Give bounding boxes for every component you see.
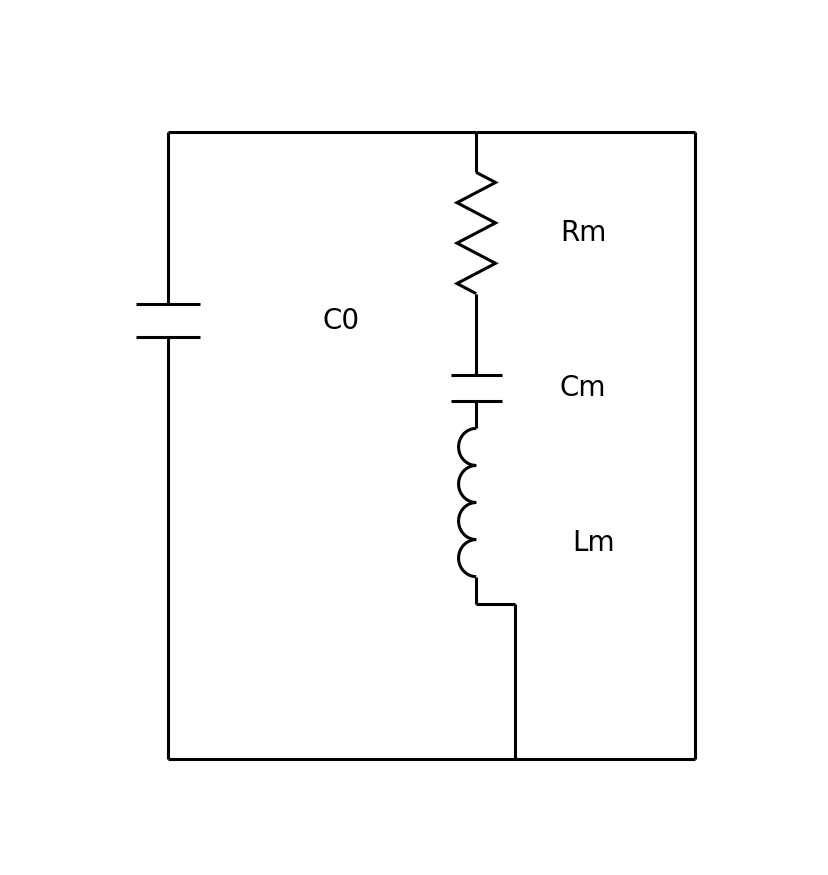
Text: Lm: Lm (572, 528, 614, 557)
Text: C0: C0 (321, 306, 359, 334)
Text: Rm: Rm (559, 219, 605, 247)
Text: Cm: Cm (559, 374, 605, 402)
